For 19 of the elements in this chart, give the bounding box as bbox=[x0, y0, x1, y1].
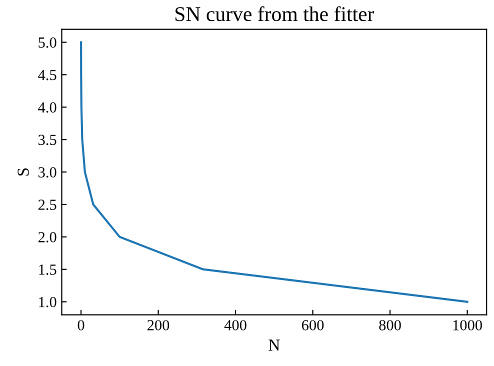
x-tick-label: 0 bbox=[78, 320, 84, 330]
y-tick-label: 4.0 bbox=[38, 102, 56, 113]
y-tick-label: 2.0 bbox=[38, 232, 56, 242]
x-tick-label: 1000 bbox=[453, 320, 482, 330]
y-tick-label: 3.5 bbox=[38, 134, 56, 146]
y-tick-label: 3.0 bbox=[38, 167, 56, 178]
y-tick-label: 4.5 bbox=[38, 70, 56, 80]
x-tick-label: 800 bbox=[379, 320, 401, 330]
x-tick-label: 400 bbox=[224, 320, 246, 330]
x-axis-title: N bbox=[268, 340, 280, 351]
chart-title: SN curve from the fitter bbox=[175, 6, 374, 22]
x-tick-label: 200 bbox=[147, 320, 170, 330]
x-tick-label: 600 bbox=[302, 320, 324, 330]
y-tick-label: 2.5 bbox=[38, 200, 56, 210]
y-tick-label: 5.0 bbox=[38, 37, 56, 48]
line-series bbox=[80, 41, 468, 303]
y-axis-title: S bbox=[18, 168, 29, 176]
y-tick-label: 1.0 bbox=[39, 296, 56, 308]
y-tick-label: 1.5 bbox=[39, 264, 56, 275]
